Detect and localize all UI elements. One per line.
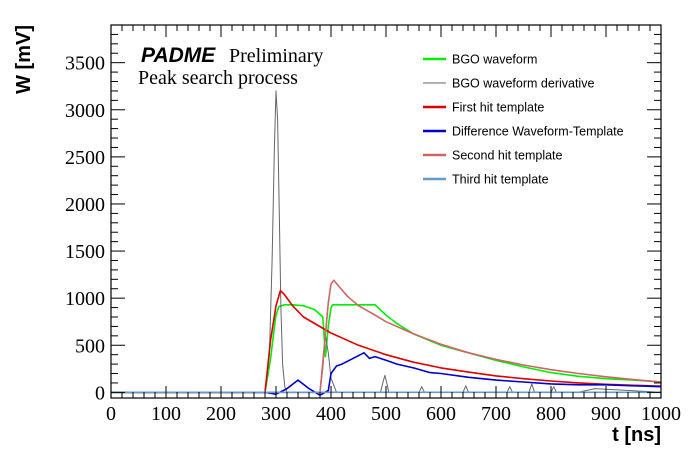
x-tick-label: 1000 — [641, 403, 681, 425]
legend: BGO waveform BGO waveform derivative First… — [423, 53, 624, 187]
y-tick-label: 0 — [95, 382, 105, 404]
legend-label-6: Third hit template — [452, 173, 549, 187]
x-tick-label: 200 — [206, 403, 236, 425]
x-tick-label: 900 — [591, 403, 621, 425]
legend-label-1: BGO waveform — [452, 53, 537, 67]
x-tick-label: 300 — [261, 403, 291, 425]
annotation-brand: PADME — [141, 44, 216, 67]
x-tick-label: 100 — [151, 403, 181, 425]
series-line-4 — [111, 351, 662, 397]
x-tick-label: 600 — [426, 403, 456, 425]
legend-label-3: First hit template — [452, 101, 544, 115]
legend-label-5: Second hit template — [452, 149, 563, 163]
series-line-5 — [111, 279, 662, 394]
y-axis-label: W [mV] — [13, 25, 35, 94]
y-tick-label: 3500 — [65, 53, 105, 75]
y-tick-label: 1500 — [65, 241, 105, 263]
annotation-subtitle: Peak search process — [138, 67, 298, 89]
x-tick-label: 500 — [371, 403, 401, 425]
y-tick-label: 500 — [75, 335, 105, 357]
legend-label-2: BGO waveform derivative — [452, 77, 594, 91]
annotation-preliminary: Preliminary — [229, 45, 323, 67]
y-tick-label: 3000 — [65, 100, 105, 122]
y-tick-label: 1000 — [65, 288, 105, 310]
series-line-3 — [111, 289, 662, 394]
x-tick-label: 700 — [481, 403, 511, 425]
x-tick-label: 800 — [536, 403, 566, 425]
series-line-1 — [111, 303, 662, 394]
ticks-layer — [110, 24, 662, 398]
labels-layer: 0 100 200 300 400 500 600 700 800 900 1000 0 500 1000… — [65, 53, 681, 425]
x-tick-label: 0 — [106, 403, 116, 425]
x-axis-label: t [ns] — [612, 424, 661, 446]
y-tick-label: 2500 — [65, 147, 105, 169]
x-tick-label: 400 — [316, 403, 346, 425]
legend-label-4: Difference Waveform-Template — [452, 125, 624, 139]
y-tick-label: 2000 — [65, 194, 105, 216]
series-line-2 — [111, 90, 662, 393]
